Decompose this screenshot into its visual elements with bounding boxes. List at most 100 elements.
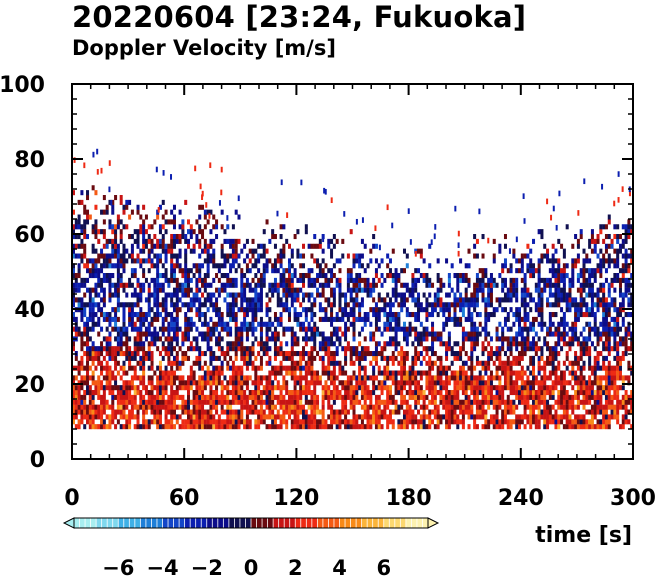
velocity-cell xyxy=(447,424,451,430)
velocity-cell xyxy=(607,385,611,391)
velocity-cell xyxy=(88,394,92,400)
velocity-cell xyxy=(456,273,460,279)
velocity-cell xyxy=(355,414,359,420)
velocity-cell xyxy=(102,234,106,240)
velocity-cell xyxy=(243,375,247,381)
velocity-cell xyxy=(568,360,572,366)
velocity-cell xyxy=(380,351,384,357)
velocity-cell xyxy=(459,355,463,361)
velocity-cell xyxy=(344,292,348,298)
velocity-cell xyxy=(526,380,530,386)
velocity-cell xyxy=(97,321,101,327)
velocity-cell xyxy=(391,341,395,347)
velocity-cell xyxy=(80,409,84,415)
velocity-cell xyxy=(259,394,263,400)
velocity-cell xyxy=(158,394,162,400)
velocity-cell xyxy=(526,336,530,342)
velocity-cell xyxy=(498,351,502,357)
velocity-cell xyxy=(537,346,541,352)
velocity-cell xyxy=(355,302,359,308)
velocity-cell xyxy=(271,404,275,410)
velocity-cell xyxy=(621,394,625,400)
velocity-cell xyxy=(428,263,432,269)
velocity-cell xyxy=(147,404,151,410)
velocity-cell xyxy=(153,331,157,337)
velocity-cell xyxy=(557,263,561,269)
velocity-cell xyxy=(487,385,491,391)
velocity-cell xyxy=(380,380,384,386)
velocity-cell xyxy=(386,302,390,308)
velocity-cell xyxy=(220,321,224,327)
velocity-cell xyxy=(369,414,373,420)
velocity-cell xyxy=(248,355,252,361)
velocity-cell xyxy=(310,243,314,249)
velocity-cell xyxy=(588,419,592,425)
velocity-cell xyxy=(585,258,589,264)
velocity-cell xyxy=(302,307,306,313)
velocity-cell xyxy=(86,419,90,425)
velocity-cell xyxy=(411,390,415,396)
velocity-cell xyxy=(324,273,328,279)
velocity-cell xyxy=(276,268,280,274)
velocity-cell xyxy=(215,399,219,405)
velocity-cell xyxy=(175,258,179,264)
velocity-cell xyxy=(187,390,191,396)
velocity-cell xyxy=(498,365,502,371)
velocity-cell xyxy=(122,331,126,337)
velocity-cell xyxy=(142,287,146,293)
velocity-cell xyxy=(310,419,314,425)
velocity-cell xyxy=(551,370,555,376)
velocity-cell xyxy=(453,404,457,410)
velocity-cell xyxy=(240,336,244,342)
velocity-cell xyxy=(276,346,280,352)
velocity-cell xyxy=(203,238,207,244)
velocity-cell xyxy=(203,336,207,342)
velocity-cell xyxy=(576,243,580,249)
velocity-cell xyxy=(203,424,207,430)
velocity-cell xyxy=(287,365,291,371)
velocity-cell xyxy=(529,414,533,420)
velocity-cell xyxy=(105,351,109,357)
velocity-cell xyxy=(338,419,342,425)
velocity-cell xyxy=(88,316,92,322)
velocity-cell xyxy=(543,390,547,396)
velocity-cell xyxy=(456,302,460,308)
velocity-cell xyxy=(172,253,176,259)
velocity-cell xyxy=(105,424,109,430)
velocity-cell xyxy=(459,380,463,386)
velocity-cell xyxy=(215,355,219,361)
velocity-cell xyxy=(195,424,199,430)
velocity-cell xyxy=(380,258,384,264)
velocity-cell xyxy=(254,292,258,298)
velocity-cell xyxy=(599,399,603,405)
velocity-cell xyxy=(195,394,199,400)
velocity-cell xyxy=(240,346,244,352)
velocity-cell xyxy=(602,331,606,337)
velocity-cell xyxy=(467,380,471,386)
velocity-cell xyxy=(206,399,210,405)
velocity-cell xyxy=(470,292,474,298)
velocity-cell xyxy=(405,341,409,347)
velocity-cell xyxy=(167,370,171,376)
velocity-cell xyxy=(215,336,219,342)
velocity-cell xyxy=(80,282,84,288)
velocity-cell xyxy=(473,331,477,337)
velocity-cell xyxy=(136,360,140,366)
velocity-cell xyxy=(91,414,95,420)
velocity-cell xyxy=(372,390,376,396)
velocity-cell xyxy=(560,390,564,396)
velocity-cell xyxy=(428,355,432,361)
velocity-cell xyxy=(363,394,367,400)
velocity-cell xyxy=(133,268,137,274)
velocity-cell xyxy=(341,404,345,410)
velocity-cell xyxy=(321,419,325,425)
velocity-cell xyxy=(551,355,555,361)
velocity-cell xyxy=(304,307,308,313)
velocity-cell xyxy=(397,360,401,366)
velocity-cell xyxy=(386,273,390,279)
velocity-cell xyxy=(243,394,247,400)
velocity-cell xyxy=(231,365,235,371)
velocity-cell xyxy=(554,351,558,357)
velocity-cell xyxy=(492,424,496,430)
velocity-cell xyxy=(276,331,280,337)
